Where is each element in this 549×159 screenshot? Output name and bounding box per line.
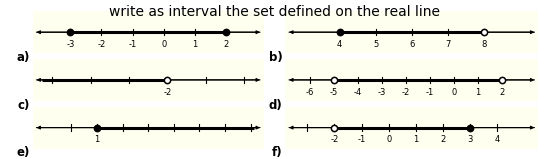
- Text: 4: 4: [495, 135, 500, 145]
- Text: -1: -1: [357, 135, 366, 145]
- Text: -1: -1: [128, 40, 137, 49]
- Text: e): e): [17, 146, 30, 159]
- Text: write as interval the set defined on the real line: write as interval the set defined on the…: [109, 5, 440, 19]
- Text: -3: -3: [66, 40, 75, 49]
- Text: 1: 1: [475, 88, 480, 97]
- Text: -2: -2: [330, 135, 339, 145]
- Text: -4: -4: [354, 88, 362, 97]
- Text: a): a): [17, 51, 30, 64]
- Text: 3: 3: [467, 135, 473, 145]
- Text: b): b): [269, 51, 283, 64]
- Text: d): d): [269, 99, 283, 112]
- Text: c): c): [18, 99, 30, 112]
- Text: 2: 2: [440, 135, 446, 145]
- Text: 0: 0: [386, 135, 391, 145]
- Text: 6: 6: [409, 40, 414, 49]
- Text: 7: 7: [445, 40, 451, 49]
- Text: 0: 0: [451, 88, 456, 97]
- Text: 8: 8: [481, 40, 486, 49]
- Text: 2: 2: [500, 88, 505, 97]
- Text: 5: 5: [373, 40, 378, 49]
- Text: 1: 1: [413, 135, 418, 145]
- Text: -2: -2: [97, 40, 105, 49]
- Text: -2: -2: [163, 88, 172, 97]
- Text: 1: 1: [192, 40, 198, 49]
- Text: 1: 1: [94, 135, 99, 145]
- Text: 0: 0: [161, 40, 166, 49]
- Text: -3: -3: [378, 88, 386, 97]
- Text: 4: 4: [337, 40, 342, 49]
- Text: 2: 2: [223, 40, 229, 49]
- Text: f): f): [272, 146, 283, 159]
- Text: -5: -5: [329, 88, 338, 97]
- Text: -1: -1: [425, 88, 434, 97]
- Text: -2: -2: [402, 88, 410, 97]
- Text: -6: -6: [305, 88, 313, 97]
